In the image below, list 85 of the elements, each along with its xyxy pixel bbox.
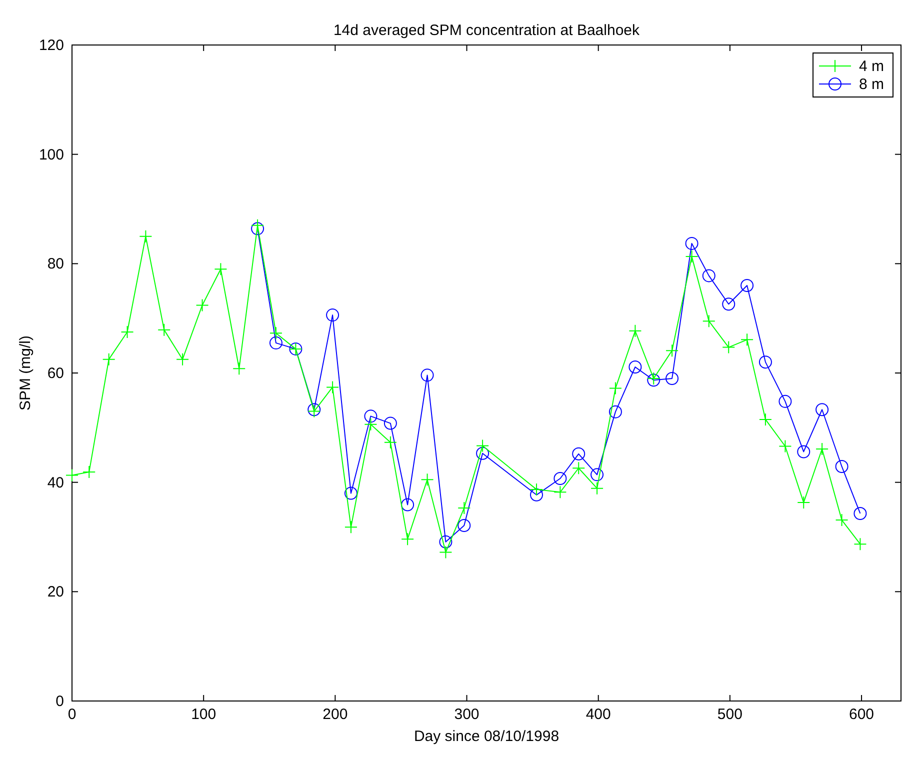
point	[628, 324, 642, 338]
point	[816, 403, 829, 416]
point	[269, 326, 282, 340]
point	[344, 520, 358, 534]
point	[269, 336, 282, 350]
point	[102, 352, 116, 366]
point	[685, 250, 698, 264]
point	[554, 472, 567, 486]
point	[797, 445, 810, 458]
point	[530, 482, 544, 496]
y-tick-label: 20	[47, 584, 64, 601]
y-tick-label: 0	[56, 693, 64, 710]
x-tick-label: 100	[191, 706, 216, 723]
point	[139, 230, 152, 243]
point	[384, 436, 397, 449]
point	[196, 298, 209, 312]
point	[685, 236, 698, 250]
point	[214, 262, 228, 276]
point	[797, 496, 810, 510]
y-tick-label: 100	[38, 146, 64, 164]
y-tick-label: 80	[47, 256, 64, 273]
y-tick-label: 40	[47, 474, 64, 492]
point	[420, 473, 434, 486]
point	[628, 360, 642, 374]
point	[120, 326, 134, 338]
point	[722, 340, 736, 354]
x-axis-title: Day since 08/10/1998	[414, 728, 560, 745]
point	[458, 502, 471, 515]
x-tick-label: 600	[849, 706, 874, 723]
point	[326, 308, 340, 322]
point	[401, 498, 414, 512]
x-tick-label: 200	[322, 706, 348, 723]
point	[158, 323, 171, 336]
point	[530, 488, 544, 502]
point	[326, 380, 340, 394]
x-tick-label: 400	[586, 706, 611, 723]
point	[476, 439, 490, 452]
point	[458, 519, 471, 532]
point	[590, 468, 604, 482]
point	[572, 462, 586, 475]
x-tick-label: 0	[68, 706, 76, 723]
point	[835, 460, 848, 473]
point	[590, 482, 604, 495]
point	[251, 222, 264, 236]
point	[572, 447, 586, 460]
y-tick-label: 60	[47, 365, 64, 382]
y-tick-label: 120	[38, 37, 64, 54]
point	[608, 405, 622, 418]
point	[666, 344, 679, 358]
point	[740, 279, 754, 292]
point	[702, 269, 716, 282]
legend-label: 4 m	[859, 58, 884, 75]
point	[666, 372, 679, 385]
point	[722, 298, 736, 311]
legend-label: 8 m	[859, 76, 884, 93]
point	[854, 538, 867, 551]
point	[232, 362, 246, 376]
point	[702, 314, 716, 328]
point	[420, 368, 434, 382]
point	[439, 546, 452, 559]
point	[816, 442, 829, 456]
point	[364, 418, 378, 431]
point	[344, 486, 358, 500]
point	[439, 535, 452, 548]
point	[176, 352, 190, 366]
point	[384, 416, 397, 430]
point	[554, 486, 567, 499]
point	[476, 446, 490, 460]
point	[251, 218, 264, 232]
chart-title: 14d averaged SPM concentration at Baalhoek	[333, 22, 640, 39]
point	[758, 412, 772, 426]
x-tick-label: 300	[454, 706, 480, 723]
point	[740, 333, 754, 346]
point	[364, 410, 378, 423]
point	[66, 468, 78, 482]
point	[778, 394, 792, 408]
point	[778, 440, 792, 453]
y-axis-title: SPM (mg/l)	[17, 335, 34, 410]
point	[82, 465, 96, 478]
x-tick-label: 500	[717, 706, 742, 723]
point	[854, 506, 867, 520]
point	[401, 532, 414, 546]
point	[758, 356, 772, 369]
point	[608, 382, 622, 395]
point	[835, 514, 848, 527]
